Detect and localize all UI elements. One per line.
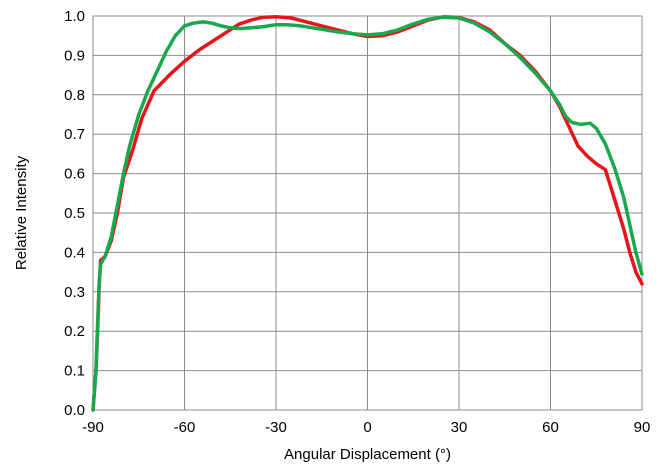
x-tick-label: 30 — [451, 419, 468, 436]
y-tick-label: 0.4 — [64, 244, 85, 261]
y-tick-label: 0.7 — [64, 126, 85, 143]
y-axis-title: Relative Intensity — [13, 155, 30, 270]
y-tick-label: 0.3 — [64, 284, 85, 301]
y-tick-label: 0.0 — [64, 402, 85, 419]
y-tick-label: 0.8 — [64, 87, 85, 104]
grid — [92, 15, 643, 411]
y-tick-label: 0.5 — [64, 205, 85, 222]
x-tick-label: 90 — [634, 419, 651, 436]
x-tick-label: 0 — [363, 419, 371, 436]
y-tick-label: 1.0 — [64, 8, 85, 25]
y-tick-labels: 0.0 0.1 0.2 0.3 0.4 0.5 0.6 0.7 0.8 0.9 1.0 — [64, 8, 85, 419]
series-line-2 — [91, 15, 644, 412]
x-tick-label: -90 — [82, 419, 104, 436]
x-tick-label: -30 — [265, 419, 287, 436]
x-tick-label: -60 — [174, 419, 196, 436]
x-tick-label: 60 — [542, 419, 559, 436]
series-group — [91, 15, 644, 412]
x-axis-title: Angular Displacement (°) — [284, 446, 451, 463]
plot-frame — [92, 15, 643, 411]
y-tick-label: 0.6 — [64, 166, 85, 183]
y-tick-label: 0.1 — [64, 363, 85, 380]
x-tick-labels: -90 -60 -30 0 30 60 90 — [82, 419, 650, 436]
y-tick-label: 0.2 — [64, 323, 85, 340]
y-tick-label: 0.9 — [64, 47, 85, 64]
